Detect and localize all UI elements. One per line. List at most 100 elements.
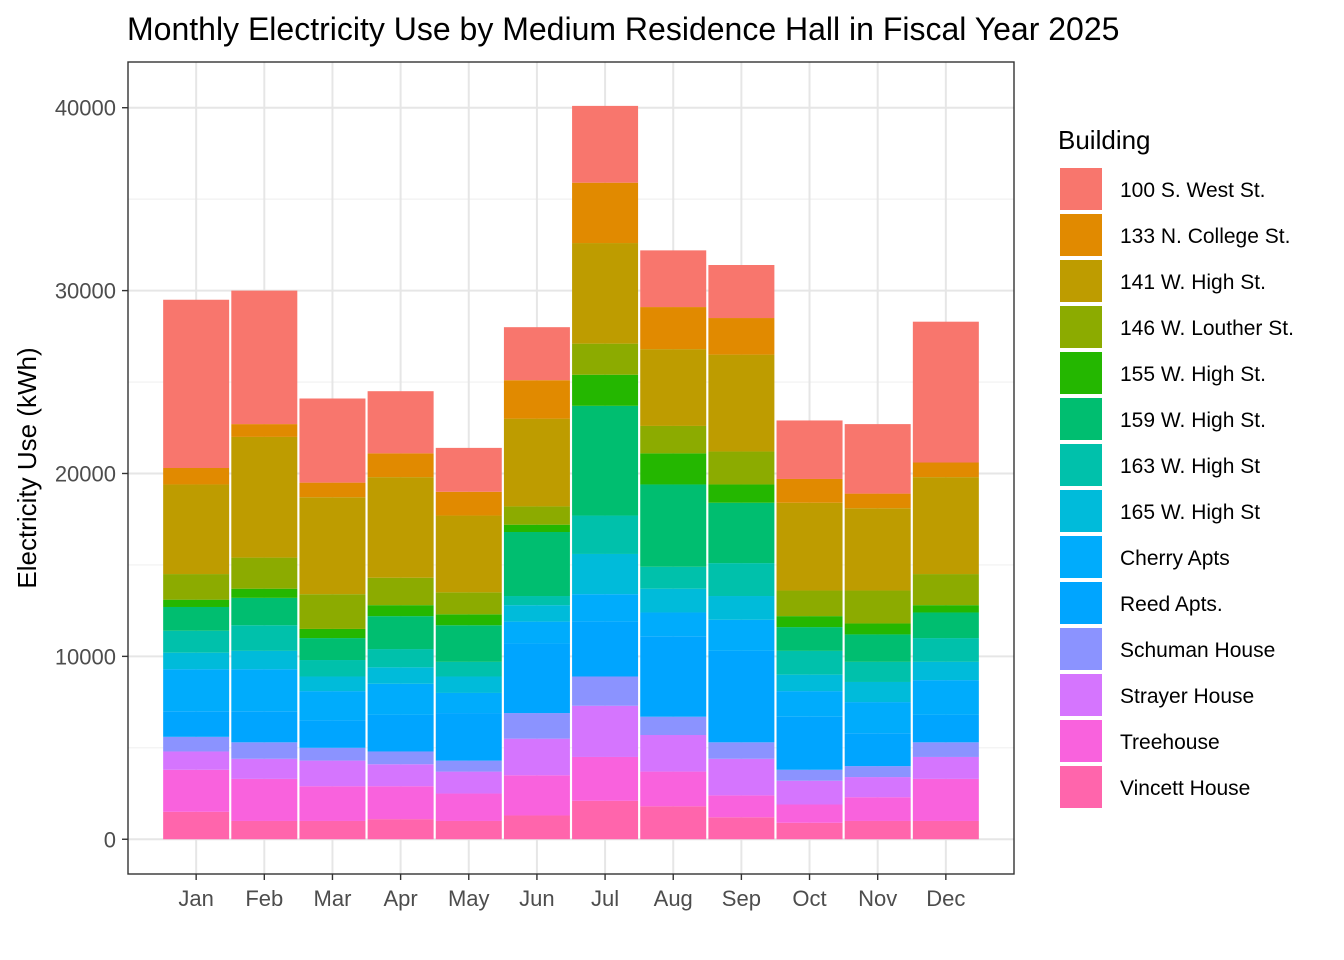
bar-segment [640, 735, 707, 772]
bar-segment [572, 515, 639, 554]
legend-title: Building [1058, 125, 1151, 155]
bar-segment [231, 588, 298, 598]
bar-segment [640, 588, 707, 613]
legend-key [1060, 674, 1102, 716]
bar-segment [572, 243, 639, 344]
bar-segment [503, 775, 570, 816]
legend-label: 165 W. High St [1120, 501, 1260, 524]
bar-segment [776, 502, 843, 591]
bar-segment [163, 484, 230, 575]
y-tick-label: 20000 [55, 461, 116, 486]
bar-segment [912, 574, 979, 606]
bar-segment [435, 515, 502, 593]
bar-segment [299, 786, 366, 821]
bar-segment [844, 766, 911, 778]
bar-segment [435, 592, 502, 615]
bar-segment [708, 817, 775, 840]
bar-segment [844, 424, 911, 494]
bar-segment [231, 778, 298, 821]
legend-label: 100 S. West St. [1120, 179, 1266, 202]
bar-segment [912, 742, 979, 757]
bar-segment [640, 636, 707, 717]
bar-segment [572, 553, 639, 595]
bar-segment [503, 506, 570, 525]
legend-label: Schuman House [1120, 639, 1275, 662]
legend-label: Vincett House [1120, 777, 1250, 800]
bar-segment [708, 795, 775, 818]
bar-segment [231, 625, 298, 651]
bar-segment [299, 820, 366, 840]
bar-segment [367, 714, 434, 752]
bar-segment [503, 621, 570, 644]
bar-segment [367, 786, 434, 820]
bar-segment [231, 424, 298, 437]
legend-label: Cherry Apts [1120, 547, 1230, 570]
bar-segment [299, 594, 366, 629]
bar-segment [912, 680, 979, 715]
bar-segment [367, 683, 434, 715]
x-tick-label: Jun [519, 886, 554, 911]
bar-segment [299, 628, 366, 639]
bar-segment [503, 596, 570, 606]
bar-segment [912, 661, 979, 681]
bar-segment [435, 661, 502, 677]
bar-segment [912, 462, 979, 478]
bar-segment [367, 577, 434, 606]
bar-segment [231, 711, 298, 743]
bar-segment [299, 676, 366, 692]
x-tick-label: Apr [383, 886, 417, 911]
bar-segment [231, 820, 298, 840]
bar-segment [708, 318, 775, 355]
bar-segment [503, 327, 570, 381]
bars [163, 105, 979, 840]
bar-segment [503, 524, 570, 533]
bar-segment [640, 425, 707, 454]
bar-segment [435, 713, 502, 761]
legend-label: 155 W. High St. [1120, 363, 1266, 386]
bar-segment [844, 820, 911, 840]
bar-segment [844, 661, 911, 682]
bar-segment [503, 815, 570, 840]
bar-segment [163, 711, 230, 737]
bar-segment [367, 764, 434, 787]
bar-segment [299, 398, 366, 483]
bar-segment [435, 760, 502, 772]
bar-segment [912, 778, 979, 821]
bar-segment [367, 453, 434, 478]
bar-segment [776, 627, 843, 651]
bar-segment [912, 714, 979, 743]
bar-segment [844, 702, 911, 734]
bar-segment [367, 391, 434, 454]
bar-segment [572, 676, 639, 706]
x-tick-label: Sep [722, 886, 761, 911]
legend-label: 141 W. High St. [1120, 271, 1266, 294]
panel-border [127, 61, 1015, 875]
bar-segment [299, 760, 366, 787]
legend-label: 163 W. High St [1120, 455, 1260, 478]
legend-key [1060, 444, 1102, 486]
bar-segment [844, 681, 911, 703]
bar-segment [776, 769, 843, 781]
chart-title: Monthly Electricity Use by Medium Reside… [127, 11, 1119, 47]
bar-segment [231, 650, 298, 670]
bar-segment [163, 736, 230, 752]
bar-segment [844, 623, 911, 635]
bar-segment [435, 614, 502, 626]
x-tick-label: Jul [591, 886, 619, 911]
bar-segment [503, 738, 570, 776]
legend-key [1060, 766, 1102, 808]
bar-segment [367, 649, 434, 668]
bar-segment [776, 716, 843, 770]
legend-key [1060, 398, 1102, 440]
bar-segment [572, 705, 639, 757]
bar-segment [435, 692, 502, 714]
bar-segment [912, 477, 979, 575]
bar-segment [844, 777, 911, 798]
bar-segment [231, 758, 298, 779]
bar-segment [912, 756, 979, 779]
bar-segment [572, 594, 639, 622]
legend-label: 159 W. High St. [1120, 409, 1266, 432]
legend-key [1060, 306, 1102, 348]
bar-segment [708, 354, 775, 452]
